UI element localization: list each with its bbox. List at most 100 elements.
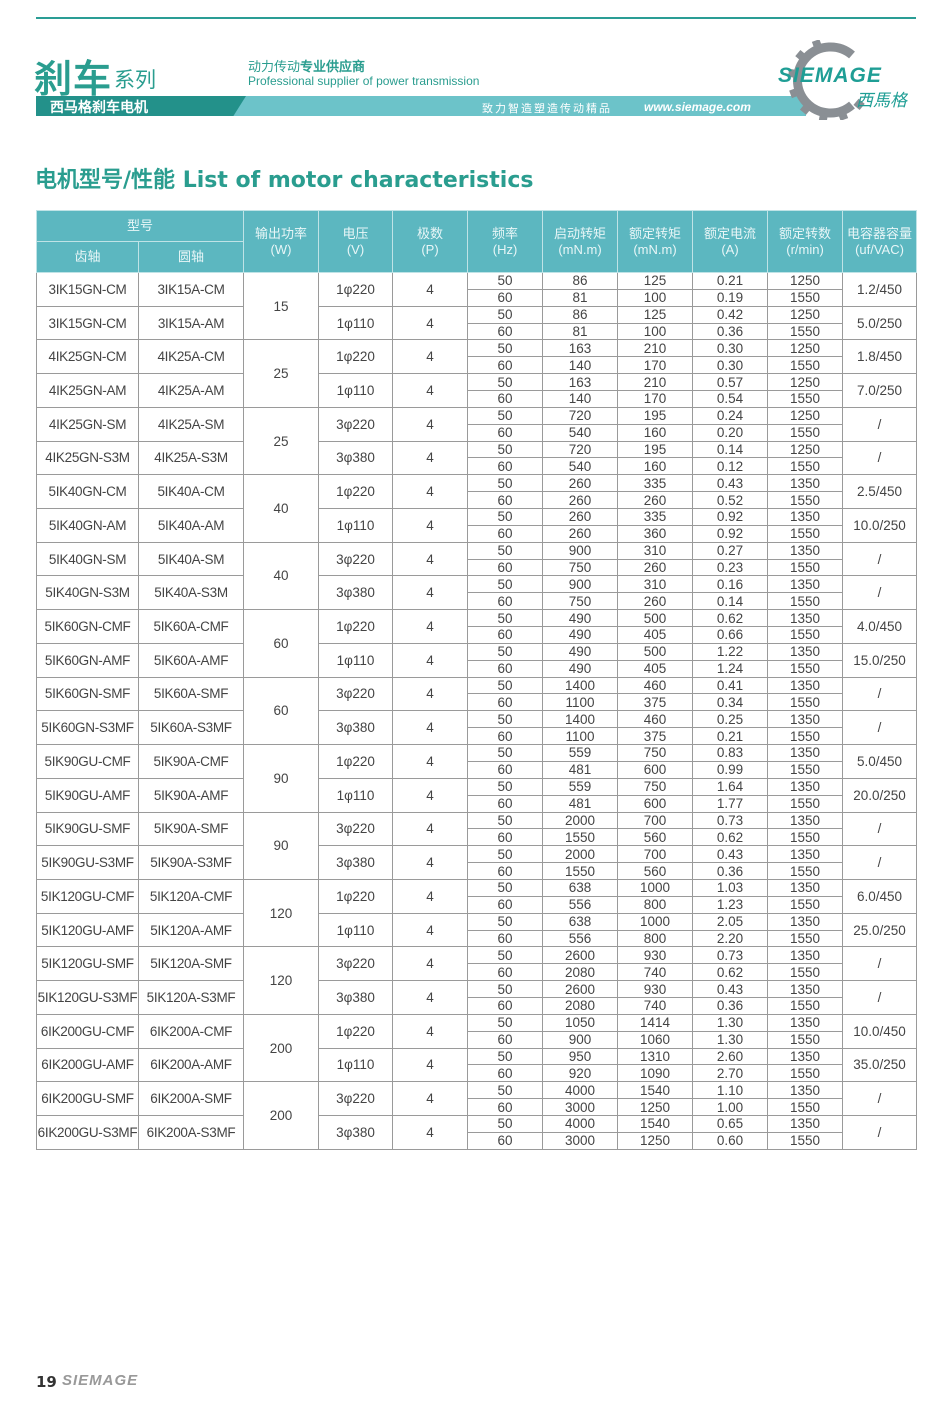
cell-round-shaft-model: 6IK200A-S3MF bbox=[137, 1114, 245, 1150]
cell-frequency: 60 bbox=[467, 457, 544, 476]
cell-rated-speed: 1250 bbox=[767, 373, 844, 392]
cell-rated-current: 0.36 bbox=[692, 322, 769, 341]
cell-start-torque: 260 bbox=[542, 474, 619, 493]
cell-rated-speed: 1350 bbox=[767, 710, 844, 729]
cell-rated-current: 0.62 bbox=[692, 963, 769, 982]
motor-characteristics-table: 型号 输出功率 (W) 电压 (V) 极数 (P) 频率 (Hz) 启动转矩 (… bbox=[35, 210, 918, 1150]
cell-round-shaft-model: 5IK120A-SMF bbox=[137, 946, 245, 982]
cell-poles: 4 bbox=[392, 710, 469, 746]
cell-round-shaft-model: 5IK60A-CMF bbox=[137, 609, 245, 644]
table-row: 4IK25GN-SM 4IK25A-SM 25 3φ220 4 50 720 195 0.24 1… bbox=[36, 406, 918, 476]
cell-rated-current: 0.20 bbox=[692, 423, 769, 442]
cell-rated-speed: 1550 bbox=[767, 760, 844, 779]
table-row: 5IK60GN-SMF 5IK60A-SMF 60 3φ220 4 50 1400 460 0.… bbox=[36, 676, 918, 746]
cell-voltage: 1φ220 bbox=[318, 878, 394, 914]
cell-start-torque: 950 bbox=[542, 1047, 619, 1066]
table-row: 5IK120GU-S3MF 5IK120A-S3MF 3φ380 4 50 2600 930… bbox=[36, 980, 918, 1015]
cell-rated-current: 0.62 bbox=[692, 828, 769, 847]
cell-rated-current: 1.00 bbox=[692, 1098, 769, 1116]
header-poles: 极数 (P) bbox=[392, 210, 469, 273]
table-row: 6IK200GU-CMF 6IK200A-CMF 200 1φ220 4 50 1050 14… bbox=[36, 1013, 918, 1083]
logo-cn: 西馬格 bbox=[856, 91, 907, 111]
cell-round-shaft-model: 6IK200A-SMF bbox=[137, 1081, 245, 1116]
cell-capacitor: 25.0/250 bbox=[842, 912, 918, 948]
cell-gear-shaft-model: 3IK15GN-CM bbox=[36, 272, 139, 307]
cell-power: 90 bbox=[243, 811, 320, 880]
cell-frequency: 60 bbox=[467, 322, 544, 341]
cell-voltage: 1φ110 bbox=[318, 305, 394, 341]
cell-rated-speed: 1350 bbox=[767, 912, 844, 931]
cell-round-shaft-model: 5IK90A-SMF bbox=[137, 811, 245, 847]
cell-rated-torque: 700 bbox=[617, 811, 694, 830]
cell-gear-shaft-model: 4IK25GN-CM bbox=[36, 339, 139, 375]
cell-frequency: 50 bbox=[467, 272, 544, 290]
cell-rated-speed: 1350 bbox=[767, 845, 844, 864]
cell-start-torque: 2000 bbox=[542, 845, 619, 864]
header-rated-speed: 额定转数 (r/min) bbox=[767, 210, 844, 273]
cell-capacitor: / bbox=[842, 1081, 918, 1116]
cell-poles: 4 bbox=[392, 575, 469, 611]
gear-logo-icon bbox=[787, 40, 865, 120]
table-row: 6IK200GU-S3MF 6IK200A-S3MF 3φ380 4 50 4000 154… bbox=[36, 1114, 918, 1150]
cell-voltage: 3φ220 bbox=[318, 676, 394, 712]
cell-frequency: 50 bbox=[467, 406, 544, 425]
cell-voltage: 1φ220 bbox=[318, 339, 394, 375]
cell-round-shaft-model: 5IK40A-SM bbox=[137, 541, 245, 577]
cell-frequency: 60 bbox=[467, 1030, 544, 1049]
cell-frequency: 50 bbox=[467, 676, 544, 695]
table-row: 6IK200GU-SMF 6IK200A-SMF 200 3φ220 4 50 4000 15… bbox=[36, 1081, 918, 1150]
cell-rated-torque: 1000 bbox=[617, 878, 694, 897]
cell-rated-current: 0.83 bbox=[692, 744, 769, 762]
header-start-torque: 启动转矩 (mN.m) bbox=[542, 210, 619, 273]
banner-title: 西马格刹车电机 bbox=[50, 100, 148, 116]
cell-poles: 4 bbox=[392, 1081, 469, 1116]
cell-rated-speed: 1250 bbox=[767, 272, 844, 290]
cell-rated-current: 0.41 bbox=[692, 676, 769, 695]
table-row: 60 556 800 1.23 1550 bbox=[37, 895, 917, 914]
cell-capacitor: 10.0/450 bbox=[842, 1013, 918, 1049]
cell-gear-shaft-model: 5IK90GU-AMF bbox=[36, 777, 139, 813]
cell-start-torque: 750 bbox=[542, 592, 619, 611]
cell-frequency: 50 bbox=[467, 744, 544, 762]
table-row: 60 481 600 1.77 1550 bbox=[37, 794, 917, 813]
cell-rated-current: 0.52 bbox=[692, 491, 769, 510]
cell-rated-speed: 1350 bbox=[767, 541, 844, 560]
cell-frequency: 60 bbox=[467, 727, 544, 746]
cell-rated-current: 0.92 bbox=[692, 524, 769, 543]
table-row: 60 81 100 0.19 1550 bbox=[37, 288, 917, 307]
cell-start-torque: 490 bbox=[542, 626, 619, 644]
cell-voltage: 1φ110 bbox=[318, 912, 394, 948]
cell-rated-speed: 1550 bbox=[767, 592, 844, 611]
cell-rated-current: 1.03 bbox=[692, 878, 769, 897]
cell-round-shaft-model: 3IK15A-AM bbox=[137, 305, 245, 341]
cell-rated-current: 0.14 bbox=[692, 440, 769, 459]
cell-rated-speed: 1550 bbox=[767, 524, 844, 543]
cell-capacitor: / bbox=[842, 1114, 918, 1150]
cell-rated-current: 0.12 bbox=[692, 457, 769, 476]
cell-frequency: 60 bbox=[467, 659, 544, 678]
cell-start-torque: 86 bbox=[542, 305, 619, 324]
cell-frequency: 60 bbox=[467, 996, 544, 1015]
cell-start-torque: 86 bbox=[542, 272, 619, 290]
cell-frequency: 50 bbox=[467, 1114, 544, 1133]
table-row: 5IK90GU-S3MF 5IK90A-S3MF 3φ380 4 50 2000 700 0.… bbox=[36, 845, 918, 880]
cell-start-torque: 2600 bbox=[542, 946, 619, 965]
cell-start-torque: 1100 bbox=[542, 693, 619, 712]
cell-frequency: 60 bbox=[467, 423, 544, 442]
cell-start-torque: 750 bbox=[542, 558, 619, 577]
cell-rated-torque: 500 bbox=[617, 609, 694, 628]
cell-rated-speed: 1550 bbox=[767, 1098, 844, 1116]
cell-start-torque: 140 bbox=[542, 390, 619, 408]
cell-gear-shaft-model: 4IK25GN-SM bbox=[36, 406, 139, 442]
cell-start-torque: 260 bbox=[542, 508, 619, 526]
cell-rated-current: 0.65 bbox=[692, 1114, 769, 1133]
cell-rated-current: 0.21 bbox=[692, 727, 769, 746]
table-row: 5IK60GN-S3MF 5IK60A-S3MF 3φ380 4 50 1400 460 0.… bbox=[36, 710, 918, 746]
cell-rated-speed: 1550 bbox=[767, 1131, 844, 1150]
cell-voltage: 3φ220 bbox=[318, 541, 394, 577]
table-row: 5IK120GU-CMF 5IK120A-CMF 120 1φ220 4 50 638 100… bbox=[36, 878, 918, 948]
cell-rated-speed: 1550 bbox=[767, 457, 844, 476]
table-row: 5IK90GU-AMF 5IK90A-AMF 1φ110 4 50 559 750 1.64 1… bbox=[36, 777, 918, 813]
cell-round-shaft-model: 5IK90A-S3MF bbox=[137, 845, 245, 880]
cell-voltage: 1φ110 bbox=[318, 777, 394, 813]
